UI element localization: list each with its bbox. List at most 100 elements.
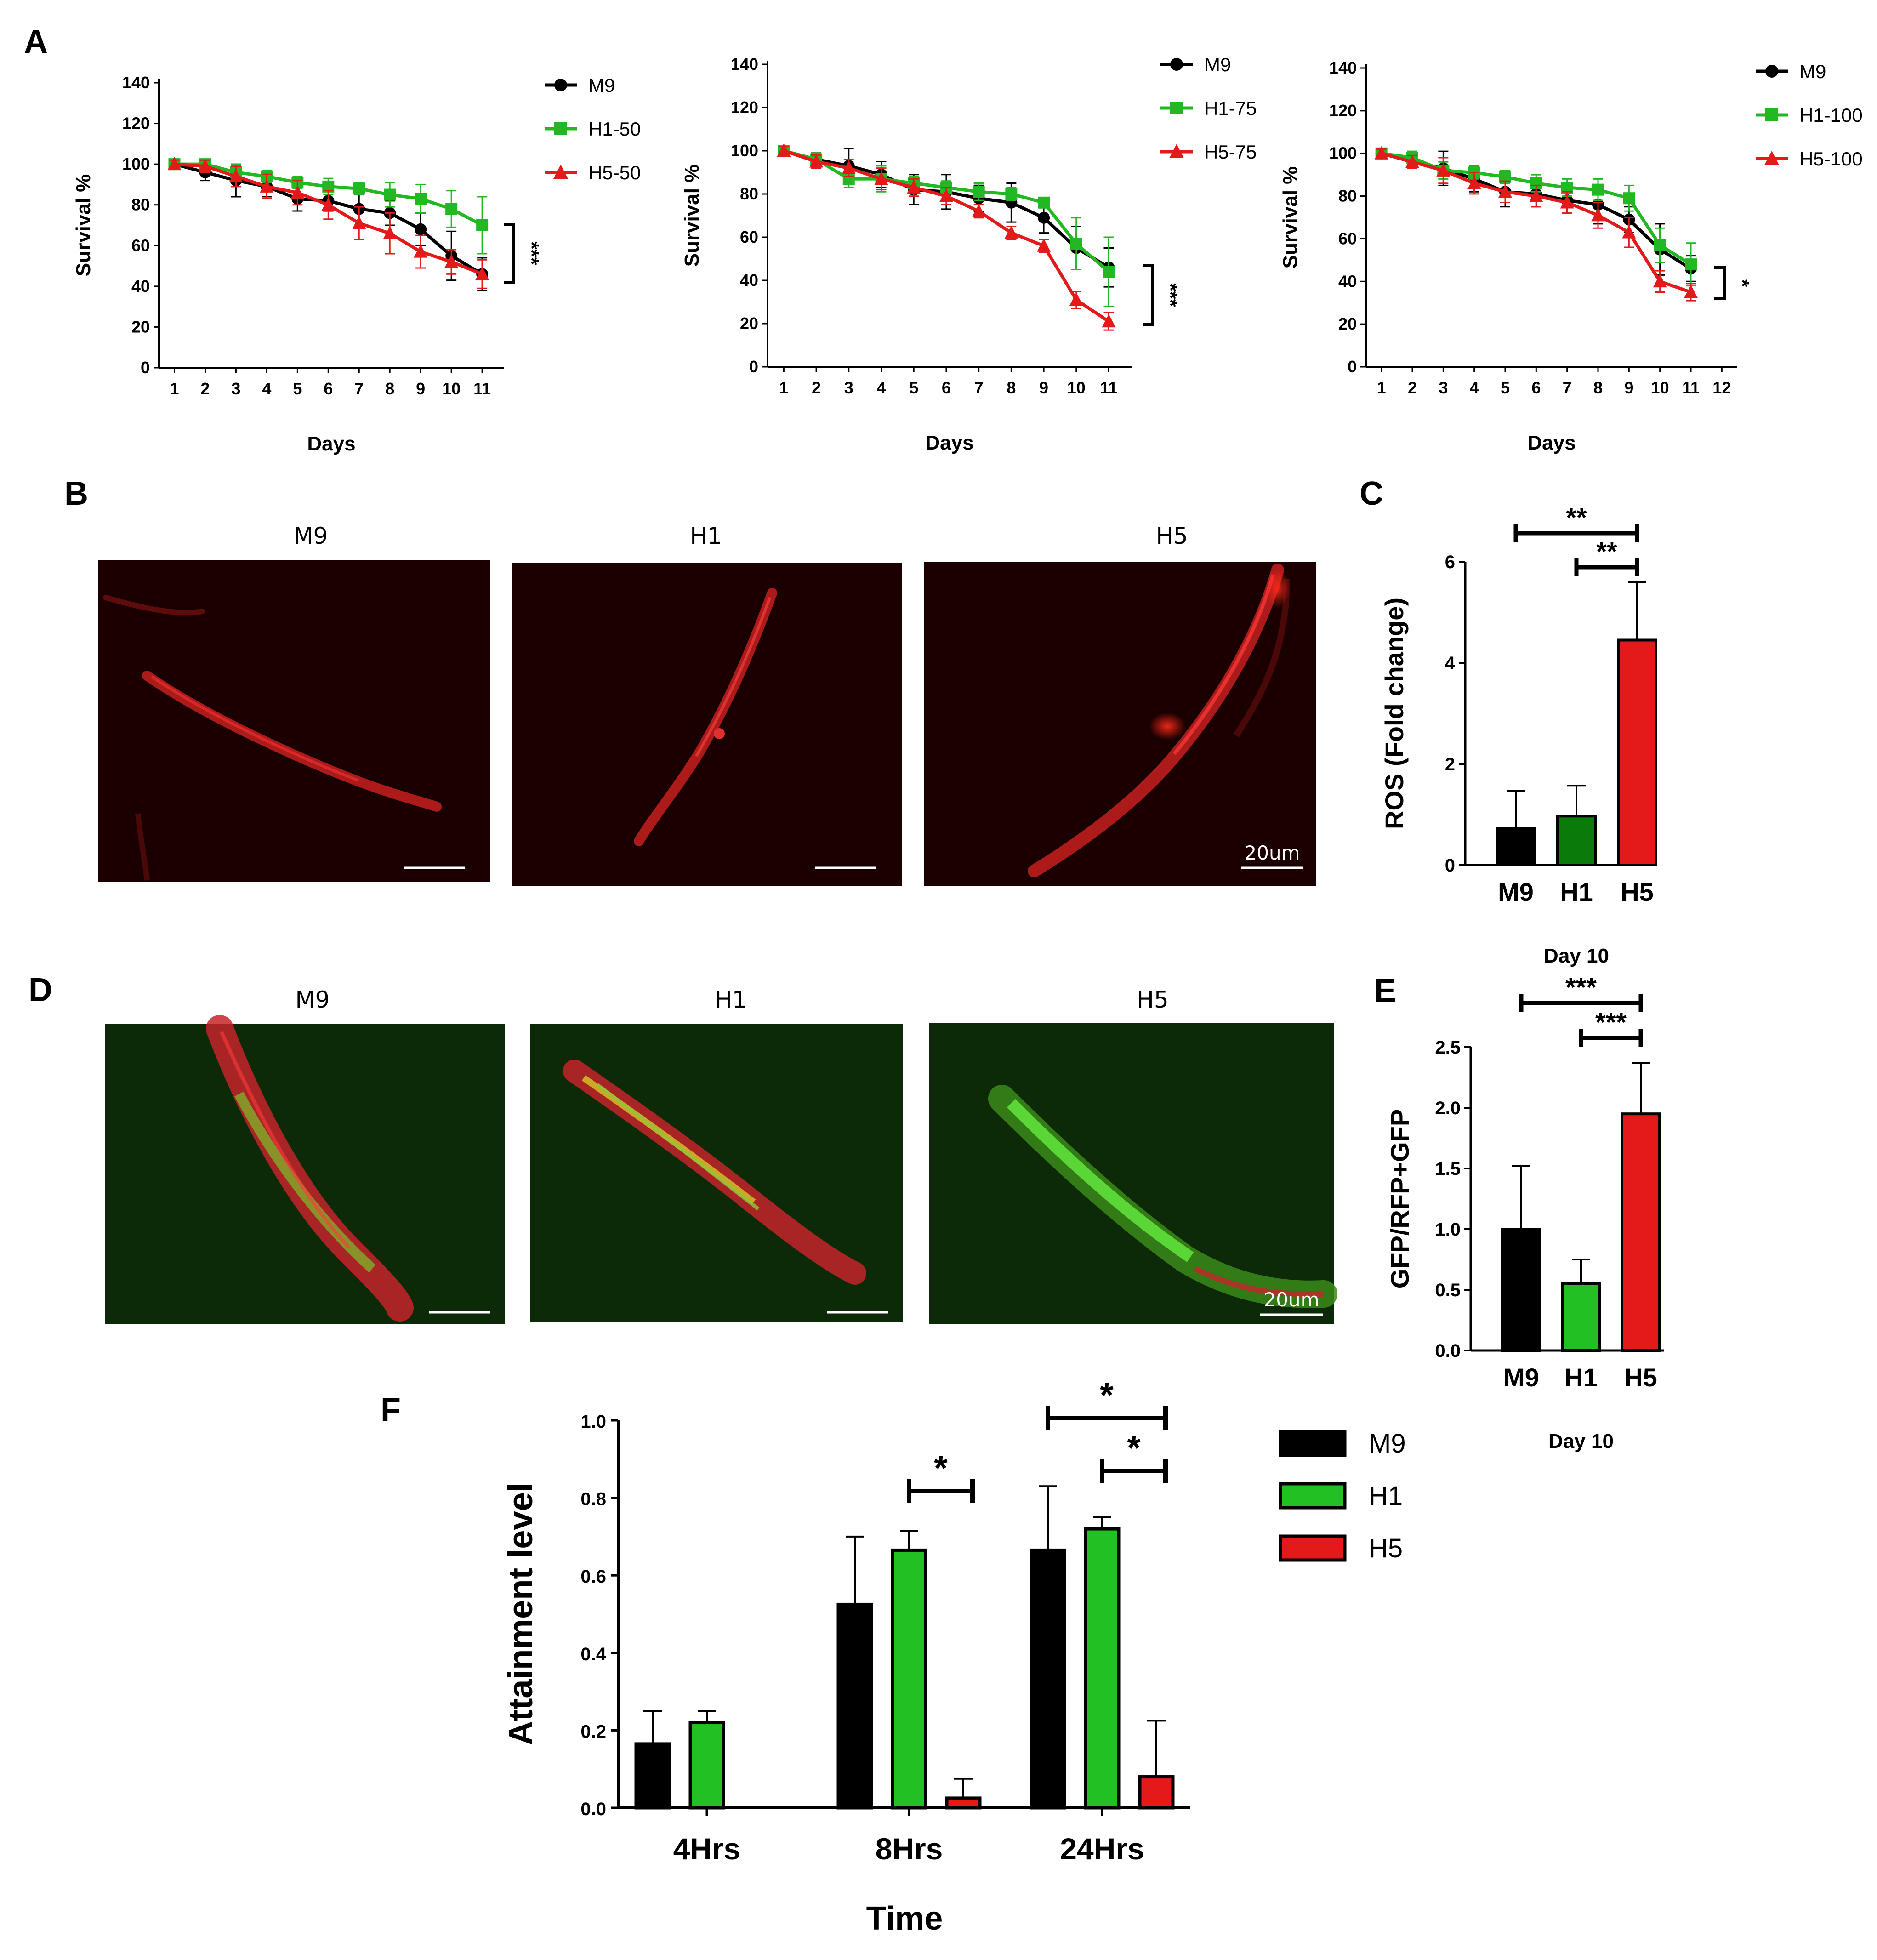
x-tick-label: 8 xyxy=(385,379,394,398)
x-tick-label: 3 xyxy=(231,379,240,398)
x-tick-label: 9 xyxy=(416,379,425,398)
y-axis-title: GFP/RFP+GFP xyxy=(1385,1109,1414,1289)
marker-H5-100 xyxy=(1653,274,1667,288)
y-tick-label: 0.0 xyxy=(580,1799,606,1819)
y-tick-label: 2 xyxy=(1445,754,1455,775)
significance-bracket xyxy=(1513,524,1639,542)
x-tick-label: 8Hrs xyxy=(876,1832,943,1866)
y-tick-label: 60 xyxy=(740,228,758,246)
legend-label-M9: M9 xyxy=(1369,1429,1406,1459)
bar-M9-8Hrs xyxy=(836,1602,873,1810)
significance-bracket xyxy=(1714,266,1726,300)
marker-H5-50 xyxy=(198,159,212,172)
marker-H1-100 xyxy=(1654,239,1666,251)
image-title-d-h1: H1 xyxy=(715,986,746,1013)
marker-H1-50 xyxy=(384,188,396,201)
significance-label: *** xyxy=(1159,283,1182,307)
marker-H5-100 xyxy=(1498,184,1512,198)
marker-H1-75 xyxy=(1038,196,1050,209)
y-tick-label: 140 xyxy=(731,55,758,74)
micrograph-d-h5: 20um xyxy=(929,1023,1337,1324)
y-tick-label: 120 xyxy=(122,114,150,133)
marker-H5-100 xyxy=(1467,176,1481,189)
bar-H1-4Hrs xyxy=(688,1721,725,1810)
y-tick-label: 20 xyxy=(131,317,150,336)
y-tick-label: 1.0 xyxy=(1435,1219,1461,1240)
x-axis-title: Days xyxy=(307,433,355,455)
y-tick-label: 0.6 xyxy=(580,1567,606,1587)
y-tick-label: 2.5 xyxy=(1435,1037,1461,1058)
x-tick-label: 9 xyxy=(1039,378,1048,397)
y-tick-label: 0 xyxy=(141,358,150,377)
marker-H5-50 xyxy=(352,216,366,229)
legend-label-H5-50: H5-50 xyxy=(588,162,641,183)
marker-H5-50 xyxy=(290,185,305,199)
marker-H5-50 xyxy=(167,157,182,171)
marker-H5-50 xyxy=(321,197,336,211)
panel-label-e: E xyxy=(1374,973,1396,1009)
x-axis-title: Time xyxy=(866,1900,943,1937)
marker-H1-50 xyxy=(476,219,489,231)
marker-H5-75 xyxy=(1069,292,1083,306)
micrograph-b-h5: 20um xyxy=(924,562,1316,886)
attainment-bar-chart: 0.0 0.2 0.4 0.6 0.8 1.0 4Hrs 8Hrs 24Hrs Time Attai… xyxy=(501,1376,1406,1937)
y-tick-label: 120 xyxy=(731,98,758,117)
marker-H1-75 xyxy=(1103,266,1115,278)
x-tick-label: 2 xyxy=(200,379,210,398)
marker-H5-100 xyxy=(1529,188,1543,202)
y-tick-label: 80 xyxy=(1338,187,1357,205)
survival-chart-a2: 0 20 40 60 80 100 120 140 1 2 3 4 5 6 7 8 9 10 11 Days Survi… xyxy=(681,54,1257,454)
x-tick-label: 8 xyxy=(1007,378,1016,397)
x-tick-label: 2 xyxy=(812,378,821,397)
marker-H5-50 xyxy=(475,267,489,280)
marker-H5-75 xyxy=(1004,225,1018,239)
y-tick-label: 0.4 xyxy=(580,1644,606,1664)
y-tick-label: 140 xyxy=(122,73,150,92)
legend-label-H5-75: H5-75 xyxy=(1204,141,1257,163)
legend-label-H5: H5 xyxy=(1369,1533,1403,1563)
gfp-ratio-bar-chart: 0.0 0.5 1.0 1.5 2.0 2.5 M9 H1 H5 Day 10 GFP/RFP+GF… xyxy=(1385,973,1664,1453)
y-axis-title: Survival % xyxy=(1279,166,1302,269)
panel-b-images: M9 H1 H5 20um xyxy=(98,523,1316,886)
marker-H5-75 xyxy=(1102,314,1116,328)
x-tick-label: 10 xyxy=(1067,378,1086,397)
marker-H1-75 xyxy=(1170,102,1183,114)
y-tick-label: 0 xyxy=(1445,855,1455,876)
x-tick-label: 7 xyxy=(354,379,364,398)
x-tick-label: 4 xyxy=(876,378,886,397)
y-tick-label: 0.5 xyxy=(1435,1280,1461,1300)
x-tick-label: 7 xyxy=(974,378,984,397)
bar-H1-8Hrs xyxy=(891,1548,927,1810)
bar-M9-4Hrs xyxy=(634,1742,671,1810)
marker-H5-50 xyxy=(444,254,459,268)
x-tick-label: 8 xyxy=(1593,378,1603,397)
y-axis-title: Survival % xyxy=(72,174,95,277)
x-tick-label: 4 xyxy=(1470,378,1479,397)
significance-bracket xyxy=(1574,558,1639,576)
bar-H5 xyxy=(1621,1112,1661,1352)
marker-H1-100 xyxy=(1592,183,1604,196)
scale-label-b: 20um xyxy=(1245,842,1300,864)
scale-label-d: 20um xyxy=(1264,1288,1320,1311)
x-tick-label: 24Hrs xyxy=(1060,1832,1144,1866)
x-tick-label: 3 xyxy=(844,378,853,397)
y-tick-label: 100 xyxy=(122,154,150,173)
y-tick-label: 40 xyxy=(131,277,150,296)
panel-label-c: C xyxy=(1359,475,1383,512)
marker-H5-75 xyxy=(874,171,888,185)
marker-H1-75 xyxy=(1005,188,1018,200)
y-tick-label: 0 xyxy=(749,357,758,376)
significance-label: * xyxy=(1731,279,1753,287)
micrograph-d-h1 xyxy=(530,1024,903,1322)
x-tick-label: 6 xyxy=(1531,378,1541,397)
marker-H5-50 xyxy=(260,179,274,193)
y-tick-label: 20 xyxy=(1338,314,1357,333)
marker-H1-50 xyxy=(415,193,427,205)
marker-H5-50 xyxy=(553,165,568,179)
y-tick-label: 0.0 xyxy=(1435,1341,1461,1361)
x-tick-label: 11 xyxy=(1682,378,1700,397)
marker-H5-75 xyxy=(939,188,953,202)
bar-H1-24Hrs xyxy=(1084,1527,1121,1810)
survival-chart-a1: 0 20 40 60 80 100 120 140 1 2 3 4 5 6 7 8 9 10 11 Days Survi… xyxy=(72,73,641,455)
